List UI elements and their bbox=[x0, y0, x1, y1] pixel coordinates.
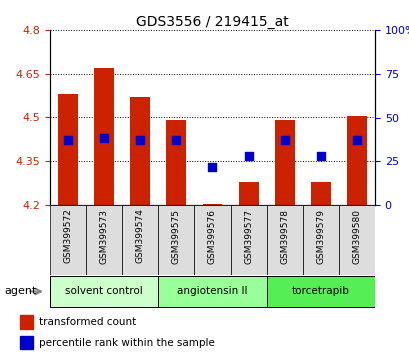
Text: angiotensin II: angiotensin II bbox=[177, 286, 247, 297]
Text: GSM399572: GSM399572 bbox=[63, 209, 72, 263]
Bar bbox=[122, 205, 158, 275]
Bar bbox=[238, 182, 258, 205]
Point bbox=[281, 137, 287, 143]
Bar bbox=[86, 205, 122, 275]
Title: GDS3556 / 219415_at: GDS3556 / 219415_at bbox=[136, 15, 288, 29]
Bar bbox=[20, 336, 33, 349]
Bar bbox=[202, 204, 222, 205]
Text: agent: agent bbox=[4, 286, 36, 297]
Text: torcetrapib: torcetrapib bbox=[291, 286, 349, 297]
Bar bbox=[266, 205, 302, 275]
Bar bbox=[338, 205, 374, 275]
Bar bbox=[266, 276, 374, 307]
Text: GSM399580: GSM399580 bbox=[352, 209, 361, 263]
Bar bbox=[274, 120, 294, 205]
Bar bbox=[50, 276, 158, 307]
Bar bbox=[310, 182, 330, 205]
Bar bbox=[158, 276, 266, 307]
Text: GSM399578: GSM399578 bbox=[279, 209, 288, 263]
Text: GSM399574: GSM399574 bbox=[135, 209, 144, 263]
Point bbox=[317, 153, 324, 159]
Point bbox=[173, 137, 179, 143]
Bar bbox=[94, 68, 114, 205]
Text: percentile rank within the sample: percentile rank within the sample bbox=[38, 337, 214, 348]
Point bbox=[65, 137, 71, 143]
Text: transformed count: transformed count bbox=[38, 317, 135, 327]
Text: GSM399579: GSM399579 bbox=[316, 209, 324, 263]
Point bbox=[245, 153, 251, 159]
Text: GSM399577: GSM399577 bbox=[243, 209, 252, 263]
Bar bbox=[130, 97, 150, 205]
Text: GSM399576: GSM399576 bbox=[207, 209, 216, 263]
Bar bbox=[50, 205, 86, 275]
Bar bbox=[230, 205, 266, 275]
Bar bbox=[20, 315, 33, 329]
Bar bbox=[158, 205, 194, 275]
Point bbox=[209, 164, 215, 169]
Bar bbox=[58, 94, 78, 205]
Bar bbox=[166, 120, 186, 205]
Text: GSM399575: GSM399575 bbox=[171, 209, 180, 263]
Point bbox=[353, 137, 360, 143]
Point bbox=[101, 136, 107, 141]
Text: solvent control: solvent control bbox=[65, 286, 143, 297]
Bar bbox=[194, 205, 230, 275]
Point bbox=[137, 137, 143, 143]
Bar bbox=[302, 205, 338, 275]
Text: GSM399573: GSM399573 bbox=[99, 209, 108, 263]
Bar bbox=[346, 116, 366, 205]
